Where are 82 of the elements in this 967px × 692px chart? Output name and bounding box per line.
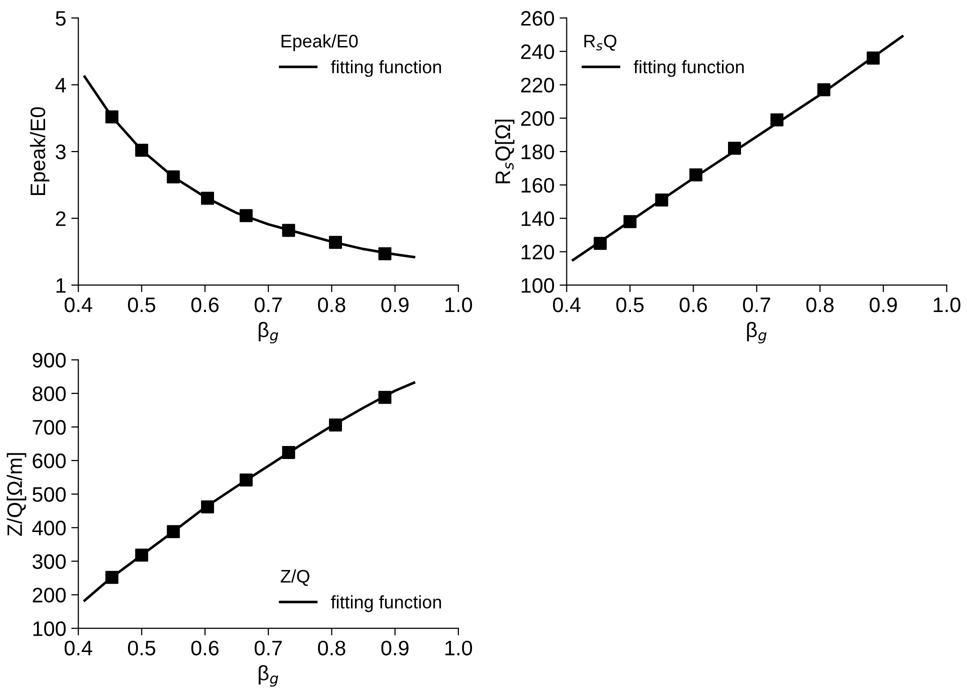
y-tick-label: 1: [56, 278, 66, 293]
line-series: [572, 35, 904, 262]
x-tick-label: 0.7: [743, 297, 770, 312]
point: [328, 236, 342, 249]
y-tick-label: 100: [522, 278, 554, 293]
x-tick-label: 0.5: [128, 297, 156, 312]
point: [166, 170, 180, 184]
y-tick-label: 200: [32, 588, 66, 603]
y-tick-label: 120: [522, 244, 554, 260]
y-tick-label: 300: [32, 554, 66, 569]
x-tick-label: 1.0: [445, 640, 472, 656]
y-tick-label: 260: [521, 10, 554, 26]
point: [201, 500, 214, 514]
x-tick-label: 0.6: [680, 297, 707, 312]
point: [378, 390, 392, 404]
x-axis-title: β$_{g}$: [258, 665, 278, 687]
y-tick-label: 100: [33, 621, 66, 636]
x-tick-label: 1.0: [934, 297, 960, 312]
x-axis-title: β$_{g}$: [747, 322, 767, 344]
x-tick-label: 0.9: [381, 640, 409, 656]
point: [866, 52, 880, 65]
y-tick-label: 5: [56, 11, 66, 26]
y-tick-label: 900: [32, 352, 66, 368]
x-axis-title: β$_{g}$: [258, 322, 278, 344]
y-tick-label: 2: [56, 211, 66, 226]
y-tick-label: 240: [521, 44, 554, 60]
legend-title: Epeak/E0: [282, 34, 358, 52]
x-tick-label: 0.8: [806, 297, 834, 312]
point: [689, 168, 702, 182]
line-series: [83, 76, 416, 258]
point: [282, 224, 296, 237]
x-tick-label: 0.8: [318, 640, 346, 656]
y-tick-label: 140: [522, 211, 554, 226]
y-tick-label: 3: [56, 144, 66, 160]
x-tick-label: 0.7: [254, 640, 282, 656]
point: [378, 247, 392, 260]
legend-title: Z/Q: [280, 569, 310, 586]
x-tick-label: 0.4: [552, 297, 581, 312]
x-tick-label: 0.5: [616, 297, 644, 312]
y-tick-label: 800: [32, 386, 66, 402]
y-axis-title: Z/Q[Ω/m]: [6, 453, 26, 536]
point: [201, 192, 214, 205]
point: [166, 525, 180, 538]
point: [135, 144, 148, 157]
y-axis-title: R$_{s}$Q[Ω]: [494, 120, 514, 184]
x-tick-label: 0.6: [191, 297, 219, 312]
legend-label: fitting function: [330, 60, 441, 77]
point: [105, 110, 118, 124]
y-tick-label: 160: [522, 178, 554, 193]
y-tick-label: 500: [32, 487, 66, 502]
x-tick-label: 0.5: [128, 640, 156, 656]
point: [240, 209, 253, 222]
legend-label: fitting function: [330, 595, 441, 612]
x-tick-label: 0.9: [870, 297, 897, 312]
x-tick-label: 0.4: [64, 297, 92, 312]
x-tick-label: 1.0: [445, 297, 472, 312]
y-tick-label: 4: [55, 78, 66, 92]
legend-title: R$_{s}$Q: [584, 34, 616, 51]
point: [328, 418, 342, 432]
y-tick-label: 600: [32, 454, 66, 468]
point: [594, 236, 607, 250]
y-tick-label: 400: [32, 520, 66, 536]
point: [623, 215, 637, 228]
legend-label: fitting function: [634, 60, 744, 77]
point: [282, 446, 296, 459]
point: [105, 570, 118, 584]
point: [240, 473, 253, 486]
y-tick-label: 220: [521, 78, 554, 93]
point: [655, 193, 668, 206]
x-tick-label: 0.7: [254, 297, 282, 312]
point: [135, 548, 148, 562]
x-tick-label: 0.4: [64, 640, 92, 656]
x-tick-label: 0.8: [318, 297, 346, 312]
point: [817, 83, 830, 96]
y-tick-label: 700: [32, 420, 66, 435]
point: [770, 113, 784, 126]
y-axis-title: Epeak/E0: [30, 107, 50, 196]
point: [728, 142, 742, 155]
x-tick-label: 0.6: [191, 640, 219, 656]
y-tick-label: 200: [521, 111, 554, 126]
y-tick-label: 180: [522, 144, 554, 160]
x-tick-label: 0.9: [381, 297, 409, 312]
